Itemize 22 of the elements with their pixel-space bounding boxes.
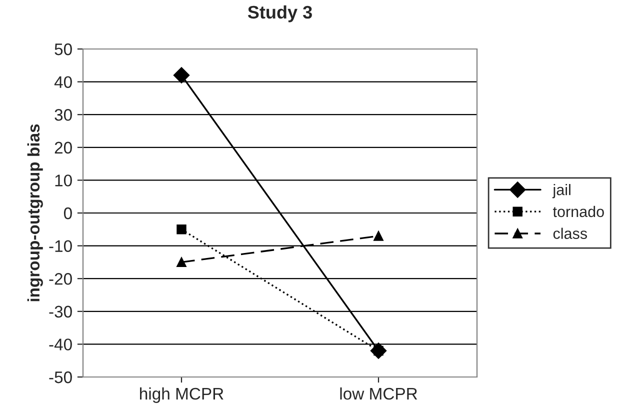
y-tick-label: 40 — [54, 76, 72, 88]
point — [176, 257, 186, 268]
legend-label: tornado — [552, 206, 604, 218]
y-tick-label: -10 — [49, 240, 72, 252]
point — [374, 231, 384, 241]
chart-title: Study 3 — [248, 5, 312, 22]
y-tick-label: -30 — [49, 306, 72, 318]
y-tick-label: -40 — [49, 338, 72, 350]
y-tick-label: 10 — [55, 174, 72, 186]
y-tick-label: -20 — [49, 273, 72, 285]
y-tick-label: 30 — [54, 109, 72, 121]
y-tick-label: 0 — [64, 207, 72, 220]
legend-label: jail — [552, 184, 570, 198]
x-tick-label: low MCPR — [340, 387, 418, 400]
y-tick-label: -50 — [49, 371, 72, 384]
y-tick-label: 20 — [54, 142, 72, 154]
point — [176, 224, 186, 234]
x-tick-label: high MCPR — [140, 387, 224, 403]
y-axis-title: ingroup-outgroup bias — [27, 124, 43, 302]
y-tick-label: 50 — [54, 43, 72, 56]
legend-label: class — [553, 228, 587, 239]
point — [173, 67, 190, 84]
